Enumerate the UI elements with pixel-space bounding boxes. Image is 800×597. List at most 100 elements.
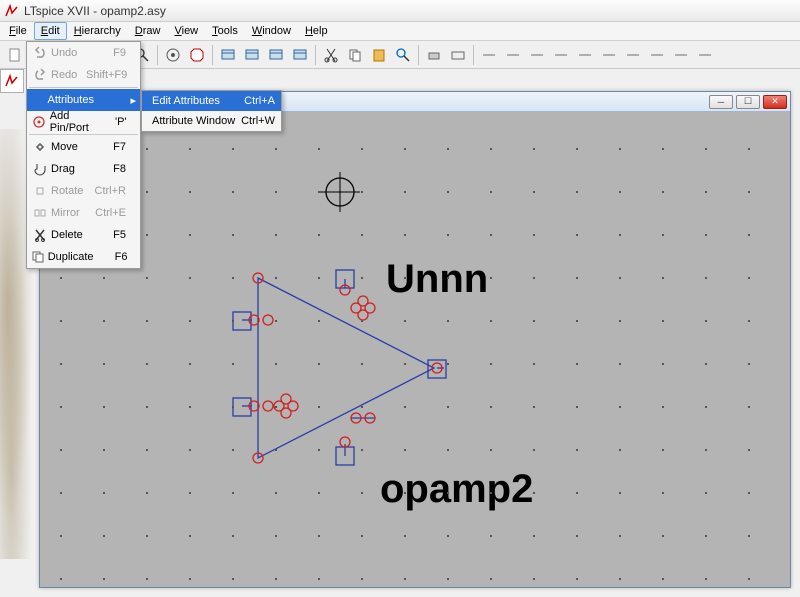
window-tile-icon[interactable] [289,44,311,66]
grid-dot [146,578,148,580]
grid-dot [490,148,492,150]
grid-dot [232,535,234,537]
menu-view[interactable]: View [167,22,205,40]
toolbar-separator [418,45,419,65]
wire-icon[interactable] [478,44,500,66]
grid-dot [619,406,621,408]
grid-dot [189,535,191,537]
grid-dot [705,449,707,451]
grid-dot [662,320,664,322]
instance-name-label[interactable]: Unnn [386,257,488,302]
menuitem-move[interactable]: MoveF7 [27,136,140,158]
menu-tools[interactable]: Tools [205,22,245,40]
grid-dot [318,449,320,451]
value-label[interactable]: opamp2 [380,467,533,512]
print2-icon[interactable] [423,44,445,66]
window-tile-icon[interactable] [241,44,263,66]
mirror-icon [29,206,51,220]
grid-dot [318,320,320,322]
grid-dot [619,578,621,580]
menu-file[interactable]: File [2,22,34,40]
grid-dot [404,535,406,537]
halt-icon[interactable] [186,44,208,66]
copy-icon[interactable] [344,44,366,66]
grid-dot [103,449,105,451]
grid-dot [662,449,664,451]
grid-dot [533,449,535,451]
find-icon[interactable] [392,44,414,66]
left-tool-stub[interactable] [0,69,24,93]
menu-hierarchy[interactable]: Hierarchy [67,22,128,40]
move-icon [29,140,51,154]
window-tile-icon[interactable] [217,44,239,66]
grid-dot [361,492,363,494]
grid-dot [60,449,62,451]
menuitem-drag[interactable]: DragF8 [27,158,140,180]
drawing-canvas[interactable]: Unnn opamp2 [40,112,790,587]
grid-dot [447,234,449,236]
grid-dot [318,578,320,580]
cut-icon[interactable] [320,44,342,66]
menuitem-mirror: MirrorCtrl+E [27,202,140,224]
toolbar-separator [157,45,158,65]
menuitem-undo: UndoF9 [27,42,140,64]
run-icon[interactable] [162,44,184,66]
grid-dot [748,492,750,494]
new-icon[interactable] [4,44,26,66]
grid-dot [662,191,664,193]
grid-dot [232,492,234,494]
grid-dot [404,406,406,408]
drag-icon[interactable] [694,44,716,66]
grid-dot [103,277,105,279]
grid-dot [490,363,492,365]
move-icon[interactable] [670,44,692,66]
resistor-icon[interactable] [550,44,572,66]
menuitem-duplicate[interactable]: DuplicateF6 [27,246,140,268]
grid-dot [490,234,492,236]
menuitem-delete[interactable]: DeleteF5 [27,224,140,246]
grid-dot [318,535,320,537]
grid-dot [146,320,148,322]
grid-dot [232,406,234,408]
setup-icon[interactable] [447,44,469,66]
grid-dot [146,277,148,279]
grid-dot [748,320,750,322]
grid-dot [447,363,449,365]
close-button[interactable]: ✕ [763,95,787,109]
submenuitem-edit-attributes[interactable]: Edit AttributesCtrl+A [142,91,281,111]
undo-icon [29,46,51,60]
maximize-button[interactable]: ☐ [736,95,760,109]
menu-window[interactable]: Window [245,22,298,40]
grid-dot [662,148,664,150]
capacitor-icon[interactable] [574,44,596,66]
grid-dot [361,535,363,537]
duplicate-icon [29,250,48,264]
ground-icon[interactable] [502,44,524,66]
menu-help[interactable]: Help [298,22,335,40]
grid-dot [361,320,363,322]
grid-dot [361,191,363,193]
inductor-icon[interactable] [598,44,620,66]
menubar[interactable]: FileEditHierarchyDrawViewToolsWindowHelp [0,22,800,41]
minimize-button[interactable]: ─ [709,95,733,109]
grid-dot [533,535,535,537]
submenuitem-attribute-window[interactable]: Attribute WindowCtrl+W [142,111,281,131]
grid-dot [146,363,148,365]
window-tile-icon[interactable] [265,44,287,66]
component-icon[interactable] [646,44,668,66]
grid-dot [189,406,191,408]
diode-icon[interactable] [622,44,644,66]
grid-dot [189,363,191,365]
grid-dot [189,578,191,580]
menu-draw[interactable]: Draw [128,22,168,40]
grid-dot [103,492,105,494]
paste-icon[interactable] [368,44,390,66]
grid-dot [705,492,707,494]
grid-dot [60,492,62,494]
menuitem-add-pin-port[interactable]: Add Pin/Port'P' [27,111,140,133]
menu-edit[interactable]: Edit [34,22,67,40]
grid-dot [275,320,277,322]
menuitem-attributes[interactable]: Attributes▸ [27,89,140,111]
grid-dot [232,363,234,365]
label-icon[interactable] [526,44,548,66]
